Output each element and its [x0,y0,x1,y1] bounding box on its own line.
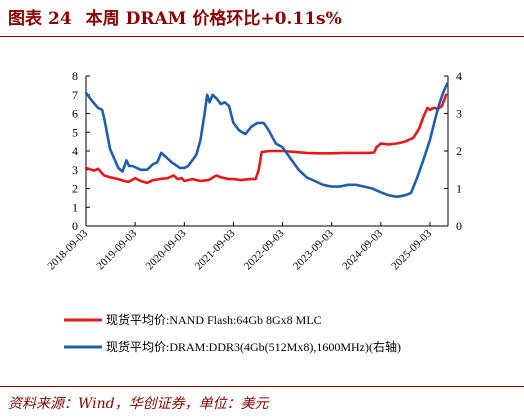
legend-label-nand: 现货平均价:NAND Flash:64Gb 8Gx8 MLC [106,312,322,327]
source-rule [0,386,524,387]
x-tick-label: 2022-09-03 [242,227,287,272]
y-left-tick-label: 6 [72,107,78,121]
y-left-tick-label: 0 [72,219,78,233]
y-left-tick-label: 4 [72,144,78,158]
series-line-dram [84,82,449,199]
y-left-tick-label: 7 [72,88,78,102]
series-line-nand [84,93,448,185]
x-tick-label: 2020-09-03 [144,227,189,272]
x-tick-label: 2025-09-03 [389,227,434,272]
y-right-tick-label: 2 [456,144,462,158]
y-right-tick-label: 0 [456,219,462,233]
x-tick-label: 2018-09-03 [45,227,90,272]
y-left-tick-label: 3 [72,163,78,177]
y-left-tick-label: 1 [72,200,78,214]
source-note: 资料来源：Wind，华创证券，单位：美元 [8,396,269,412]
title-rule [0,36,524,37]
title-text: 本周 DRAM 价格环比+0.11s% [85,9,342,29]
y-left-tick-label: 2 [72,182,78,196]
x-tick-label: 2024-09-03 [340,227,385,272]
y-right-tick-label: 4 [456,69,462,83]
y-left-tick-label: 5 [72,125,78,139]
x-tick-label: 2021-09-03 [193,227,238,272]
legend-label-dram: 现货平均价:DRAM:DDR3(4Gb(512Mx8),1600MHz)(右轴) [106,339,401,354]
title-number: 24 [48,9,72,29]
title-prefix: 图表 [8,9,42,29]
y-left-tick-label: 8 [72,69,78,83]
y-right-tick-label: 1 [456,182,462,196]
chart: 0 1 2 3 4 5 6 7 8 0 1 2 3 4 2018-09-03 2019-09-03 2020-0… [45,69,462,354]
x-tick-label: 2023-09-03 [291,227,336,272]
chart-title: 图表 24 本周 DRAM 价格环比+0.11s% [8,2,518,36]
y-right-tick-label: 3 [456,107,462,121]
x-tick-label: 2019-09-03 [94,227,139,272]
